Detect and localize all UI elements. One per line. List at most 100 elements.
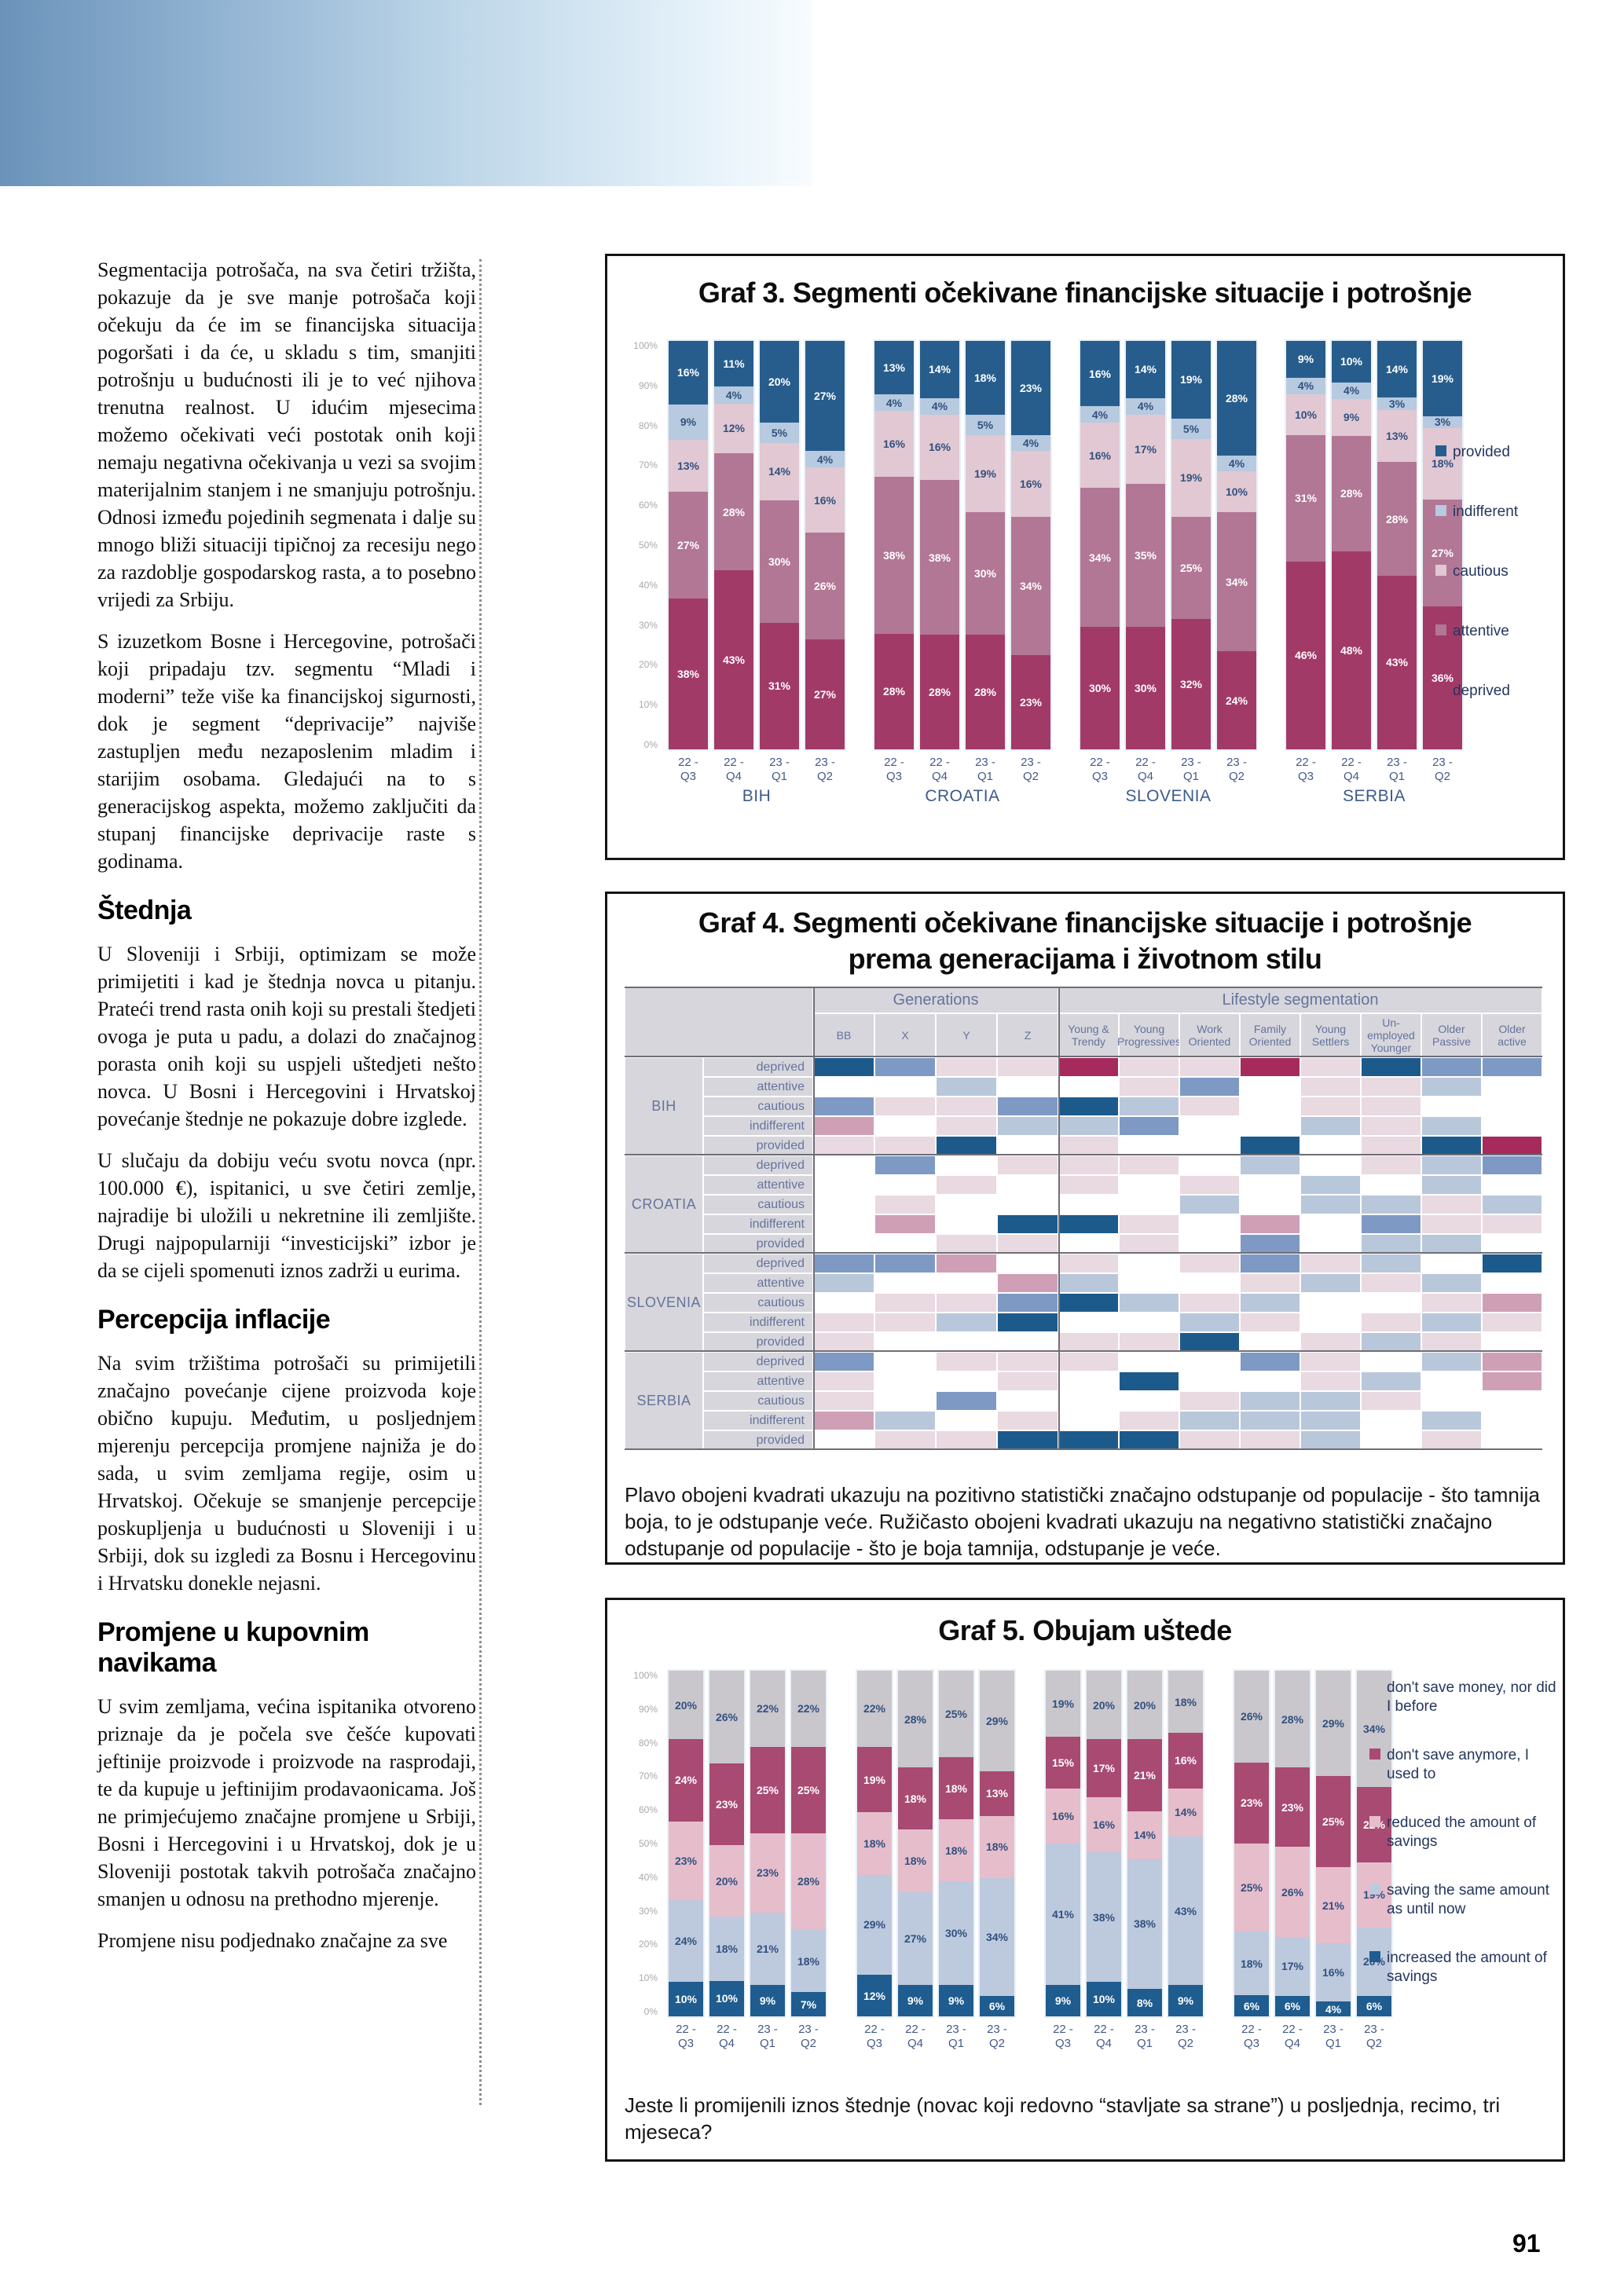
segment-value-label: 31% bbox=[768, 679, 791, 693]
x-axis-label: 23 - Q1 bbox=[1316, 2023, 1351, 2051]
heatmap-cell bbox=[1300, 1175, 1361, 1195]
article-paragraph: S izuzetkom Bosne i Hercegovine, potroša… bbox=[97, 630, 476, 873]
segment-value-label: 32% bbox=[1179, 677, 1203, 690]
bar-column: 18% 16% 14% 43% 9% 23 - Q2 bbox=[1168, 1671, 1203, 2051]
segment-value-label: 34% bbox=[1019, 579, 1043, 592]
heatmap-border-line bbox=[1058, 987, 1060, 1450]
bar-segment: 21% bbox=[1316, 1867, 1351, 1944]
segment-value-label: 27% bbox=[676, 538, 700, 551]
y-tick-label: 80% bbox=[638, 1737, 658, 1749]
x-axis-label-line: Q3 bbox=[1091, 770, 1108, 783]
x-axis-label: 23 - Q1 bbox=[1127, 2023, 1162, 2051]
bar-segment: 16% bbox=[805, 467, 845, 533]
segment-row-label: deprived bbox=[703, 1057, 813, 1077]
heatmap-cell bbox=[1361, 1097, 1421, 1116]
graf3-panel: Graf 3. Segmenti očekivane financijske s… bbox=[605, 254, 1565, 860]
lifestyle-column-header: Work Oriented bbox=[1179, 1013, 1240, 1057]
article-paragraph: U Sloveniji i Srbiji, optimizam se može … bbox=[97, 943, 476, 1130]
x-axis-label-line: Q3 bbox=[1243, 2037, 1259, 2050]
heatmap-cell bbox=[874, 1313, 936, 1332]
heatmap-cell bbox=[874, 1234, 936, 1254]
heatmap-cell bbox=[1058, 1136, 1119, 1155]
section-heading-navike: Promjene u kupovnim navikama bbox=[97, 1617, 369, 1678]
segment-value-label: 6% bbox=[1243, 1999, 1260, 2012]
bar-segment: 4% bbox=[1332, 382, 1371, 399]
segment-value-label: 6% bbox=[1284, 1999, 1301, 2012]
heatmap-cell bbox=[997, 1155, 1058, 1175]
graf5-title: Graf 5. Obujam uštede bbox=[938, 1614, 1232, 1646]
segment-value-label: 24% bbox=[674, 1774, 698, 1787]
bar-segment: 13% bbox=[874, 341, 914, 395]
stacked-bar: 14% 4% 17% 35% 30% bbox=[1126, 341, 1165, 749]
heatmap-cell bbox=[874, 1352, 936, 1371]
y-tick-label: 80% bbox=[638, 419, 658, 431]
heatmap-cell bbox=[936, 1077, 997, 1097]
bars-area: 20% 24% 23% 24% 10% 22 - Q3 26% 23% 20% 18% 10% 22 -… bbox=[669, 1671, 1391, 2051]
y-tick-label: 10% bbox=[638, 1972, 658, 1984]
y-tick-label: 60% bbox=[638, 500, 658, 511]
x-axis-label: 23 - Q1 bbox=[760, 756, 799, 784]
segment-value-label: 16% bbox=[1092, 1818, 1116, 1832]
segment-value-label: 28% bbox=[973, 686, 997, 699]
heatmap-cell bbox=[1361, 1136, 1421, 1155]
segment-value-label: 18% bbox=[944, 1844, 968, 1857]
bar-segment: 4% bbox=[1286, 377, 1325, 394]
segment-value-label: 16% bbox=[1019, 477, 1043, 490]
x-axis-label: 22 - Q4 bbox=[920, 756, 959, 784]
bar-segment: 18% bbox=[1234, 1932, 1269, 1996]
segment-value-label: 14% bbox=[928, 363, 951, 376]
top-gradient-band bbox=[0, 0, 813, 186]
x-axis-label: 22 - Q3 bbox=[1080, 756, 1120, 784]
heatmap-cell bbox=[1482, 1155, 1542, 1175]
bar-segment: 26% bbox=[709, 1671, 744, 1763]
segment-value-label: 20% bbox=[1092, 1698, 1116, 1712]
segment-row-label: indifferent bbox=[703, 1214, 813, 1234]
x-axis-label-line: Q4 bbox=[1095, 2037, 1112, 2050]
legend-label: reduced the amount of savings bbox=[1387, 1814, 1537, 1850]
bar-segment: 23% bbox=[709, 1763, 744, 1846]
segment-value-label: 14% bbox=[1174, 1806, 1197, 1819]
bar-segment: 4% bbox=[1126, 397, 1165, 415]
segment-value-label: 5% bbox=[977, 418, 994, 431]
segment-value-label: 12% bbox=[722, 422, 746, 435]
stacked-bar: 20% 24% 23% 24% 10% bbox=[669, 1671, 703, 2016]
bar-segment: 4% bbox=[920, 397, 959, 415]
bar-segment: 30% bbox=[1080, 626, 1120, 749]
x-axis-label-line: Q1 bbox=[1325, 2037, 1341, 2050]
segment-row-label: provided bbox=[703, 1332, 813, 1352]
chart-legend: don't save money, nor did I before don't … bbox=[1369, 1679, 1556, 1987]
bar-column: 25% 18% 18% 30% 9% 23 - Q1 bbox=[939, 1671, 973, 2051]
lifestyle-column-header: Older active bbox=[1482, 1013, 1542, 1057]
graf4-title-line1: Graf 4. Segmenti očekivane financijske s… bbox=[698, 906, 1472, 939]
x-axis-label-line: 23 - bbox=[1323, 2023, 1344, 2036]
heatmap-cell bbox=[1058, 1155, 1119, 1175]
segment-value-label: 30% bbox=[768, 555, 791, 568]
heatmap-cell bbox=[1300, 1332, 1361, 1352]
segment-value-label: 22% bbox=[756, 1702, 779, 1716]
segment-value-label: 19% bbox=[1179, 471, 1203, 485]
heatmap-cell bbox=[1421, 1097, 1482, 1116]
bar-segment: 4% bbox=[1080, 406, 1120, 423]
x-axis-label-line: Q4 bbox=[907, 2037, 923, 2050]
segment-value-label: 25% bbox=[944, 1708, 968, 1720]
heatmap-cell bbox=[1361, 1391, 1421, 1411]
x-axis-label-line: 23 - bbox=[1181, 756, 1201, 769]
x-axis-label: 23 - Q2 bbox=[791, 2023, 826, 2051]
legend-item: don't save money, nor did I before bbox=[1369, 1679, 1556, 1716]
heatmap-cell bbox=[1482, 1214, 1542, 1234]
segment-value-label: 38% bbox=[882, 549, 906, 562]
heatmap-cell bbox=[1240, 1214, 1300, 1234]
bar-group: 22% 19% 18% 29% 12% 22 - Q3 28% 18% 18% 27% 9% 22 -Q… bbox=[857, 1671, 1014, 2051]
segment-value-label: 23% bbox=[1281, 1800, 1304, 1814]
bar-segment: 26% bbox=[1275, 1847, 1310, 1937]
bar-segment: 21% bbox=[1127, 1739, 1162, 1811]
bar-segment: 24% bbox=[669, 1899, 703, 1983]
bar-segment: 18% bbox=[980, 1815, 1014, 1878]
segment-value-label: 28% bbox=[1225, 391, 1248, 405]
segment-value-label: 30% bbox=[1134, 681, 1157, 694]
bar-segment: 20% bbox=[709, 1845, 744, 1917]
x-axis-label: 23 - Q1 bbox=[966, 756, 1005, 784]
bar-group: 13% 4% 16% 38% 28% 22 - Q3 14% 4% 16% 38% 28% 22 - Q4… bbox=[874, 341, 1050, 806]
y-tick-label: 70% bbox=[638, 460, 658, 471]
heatmap-cell bbox=[1058, 1430, 1119, 1450]
